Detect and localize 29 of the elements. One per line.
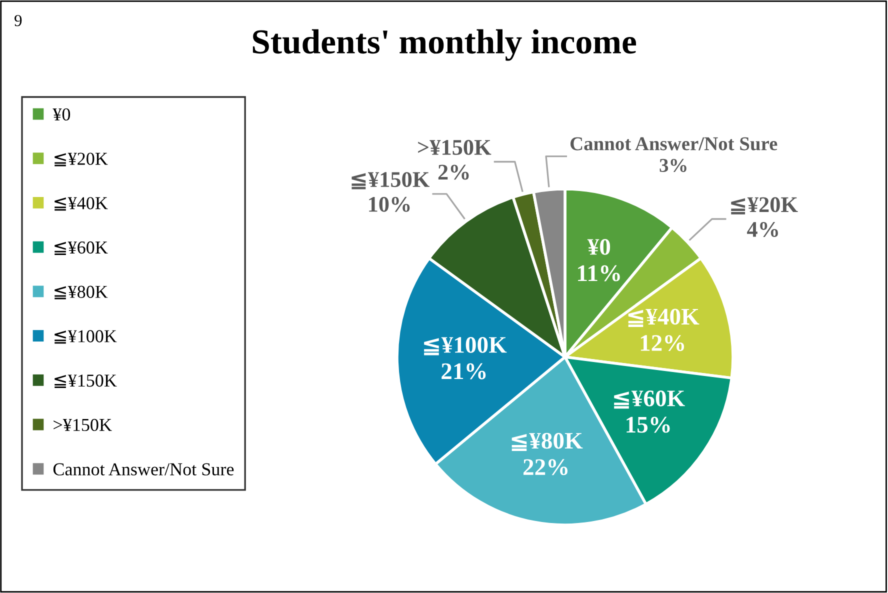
data-label: 12% bbox=[640, 335, 684, 352]
slice-label: ≦¥60K bbox=[614, 390, 685, 409]
data-label: 4% bbox=[747, 222, 778, 238]
data-label: 15% bbox=[626, 416, 670, 433]
slice-label: >¥150K bbox=[418, 140, 492, 155]
slice-label: ≦¥20K bbox=[731, 197, 798, 214]
slice-label: ≦¥100K bbox=[424, 336, 507, 356]
legend-label: ≦¥150K bbox=[54, 374, 117, 388]
legend-label: ≦¥60K bbox=[54, 241, 108, 255]
legend-label: Cannot Answer/Not Sure bbox=[53, 463, 234, 476]
slice-label: Cannot Answer/Not Sure bbox=[570, 137, 778, 150]
slice-label: ≦¥80K bbox=[512, 432, 583, 452]
slice-label: ≦¥40K bbox=[628, 308, 700, 327]
chart-title: Students' monthly income bbox=[252, 29, 636, 61]
legend-label: ≦¥100K bbox=[54, 330, 117, 344]
data-label: 10% bbox=[369, 196, 410, 212]
data-label: 2% bbox=[438, 164, 469, 180]
legend-label: ¥0 bbox=[52, 108, 70, 121]
data-label: 21% bbox=[442, 363, 486, 380]
legend-label: ≦¥80K bbox=[54, 286, 108, 300]
legend-label: >¥150K bbox=[54, 418, 112, 432]
slice-label: ¥0 bbox=[587, 238, 610, 255]
text: 9 bbox=[14, 14, 22, 26]
legend-label: ≦¥20K bbox=[54, 152, 108, 166]
legend-label: ≦¥40K bbox=[54, 197, 108, 211]
data-label: 22% bbox=[523, 459, 568, 476]
data-label: 3% bbox=[660, 158, 686, 172]
slice-label: ≦¥150K bbox=[352, 172, 430, 190]
data-label: 11% bbox=[578, 265, 620, 282]
